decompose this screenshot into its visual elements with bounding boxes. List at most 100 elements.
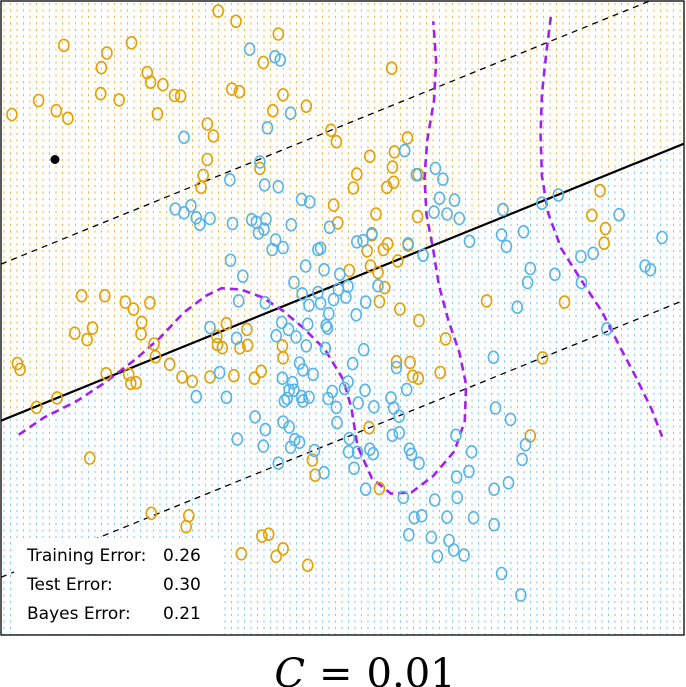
point-class2 — [587, 246, 600, 261]
point-class1 — [176, 370, 188, 384]
point-class1 — [32, 93, 45, 108]
point-class1 — [241, 322, 253, 337]
point-class1 — [377, 242, 390, 257]
point-class1 — [325, 123, 337, 138]
point-class2 — [288, 383, 300, 398]
point-class1 — [241, 338, 254, 353]
point-class1 — [373, 481, 386, 496]
point-class1 — [363, 149, 376, 164]
point-class2 — [319, 341, 332, 356]
point-class1 — [220, 316, 233, 331]
point-class2 — [359, 482, 372, 497]
bayes-boundary-right — [539, 16, 664, 438]
point-class2 — [431, 549, 444, 564]
point-class2 — [295, 192, 308, 207]
point-class2 — [656, 230, 668, 245]
point-class1 — [233, 84, 246, 99]
point-class1 — [255, 364, 268, 379]
point-class2 — [415, 508, 428, 523]
point-class2 — [511, 300, 524, 315]
point-class1 — [180, 519, 192, 534]
point-class2 — [303, 195, 316, 209]
point-class2 — [340, 290, 352, 304]
point-class2 — [275, 315, 288, 330]
point-class2 — [441, 510, 453, 524]
point-class2 — [314, 296, 327, 311]
point-class1 — [327, 198, 340, 212]
point-class2 — [277, 415, 289, 429]
point-class2 — [516, 452, 528, 467]
legend-background — [14, 538, 222, 634]
point-class2 — [463, 464, 475, 479]
cost-symbol: C — [274, 651, 305, 687]
bayes-error-label: Bayes Error: — [27, 604, 131, 624]
background-grid — [3, 2, 681, 635]
point-class1 — [62, 111, 74, 126]
point-class2 — [487, 350, 500, 365]
point-class2 — [613, 207, 625, 222]
point-class2 — [458, 548, 470, 562]
point-class2 — [296, 287, 309, 301]
point-class1 — [350, 167, 363, 181]
point-class2 — [575, 249, 587, 264]
point-class2 — [277, 240, 289, 255]
marked-point — [50, 155, 60, 164]
point-class2 — [308, 443, 321, 458]
point-class2 — [600, 321, 613, 336]
point-class2 — [338, 381, 351, 396]
point-class2 — [259, 422, 272, 437]
point-class2 — [366, 226, 378, 241]
data-points — [6, 4, 668, 602]
point-class1 — [204, 370, 216, 384]
point-class1 — [558, 295, 571, 309]
point-class2 — [283, 420, 296, 434]
point-class2 — [288, 275, 300, 290]
point-class1 — [404, 355, 416, 370]
decision-lines — [1, 1, 684, 578]
point-class2 — [303, 298, 315, 313]
point-class1 — [151, 107, 164, 121]
point-class1 — [364, 259, 377, 273]
point-class2 — [437, 172, 449, 186]
point-class1 — [257, 55, 270, 70]
point-class2 — [269, 233, 282, 247]
point-class2 — [489, 401, 502, 415]
point-class2 — [495, 228, 508, 242]
point-class1 — [101, 46, 113, 60]
point-class1 — [174, 89, 187, 103]
point-class1 — [406, 369, 419, 384]
point-class1 — [277, 88, 289, 102]
point-class1 — [130, 375, 142, 390]
point-class2 — [387, 401, 400, 415]
point-class2 — [204, 320, 216, 335]
point-class2 — [450, 428, 462, 443]
point-class2 — [348, 461, 360, 476]
point-class2 — [318, 465, 330, 480]
point-class2 — [519, 437, 532, 452]
point-class2 — [463, 234, 476, 249]
point-class1 — [75, 288, 88, 303]
equals-sign: = — [319, 651, 353, 687]
point-class2 — [257, 439, 270, 453]
point-class2 — [372, 278, 384, 293]
point-class2 — [178, 206, 190, 220]
point-class1 — [149, 349, 162, 364]
point-class1 — [84, 451, 96, 465]
point-class1 — [228, 368, 240, 383]
point-class2 — [517, 225, 530, 239]
cost-value: 0.01 — [367, 651, 456, 687]
point-class2 — [390, 360, 403, 375]
point-class1 — [144, 295, 156, 310]
point-class2 — [417, 248, 429, 262]
point-class1 — [370, 207, 382, 221]
point-class2 — [314, 241, 327, 256]
point-class2 — [323, 220, 336, 235]
point-class2 — [300, 339, 313, 353]
point-class2 — [326, 384, 339, 399]
point-class2 — [402, 527, 415, 542]
point-class2 — [258, 178, 271, 192]
point-class2 — [644, 262, 657, 277]
point-class2 — [400, 382, 413, 397]
point-class1 — [270, 549, 283, 564]
point-class2 — [252, 226, 265, 240]
